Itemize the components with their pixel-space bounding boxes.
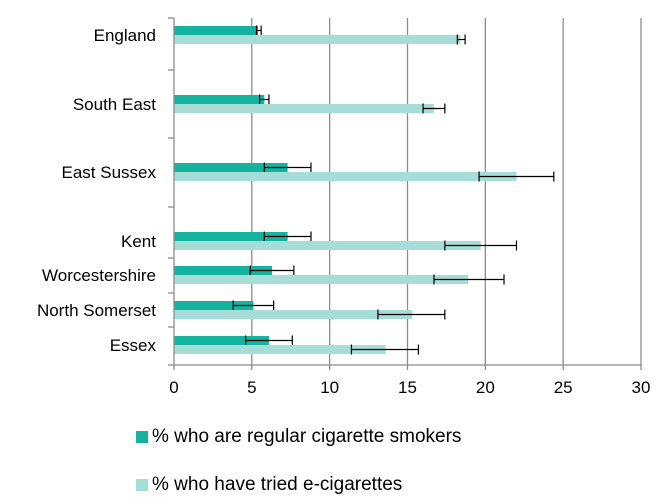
x-tick-label-25: 25: [554, 378, 573, 397]
bar-smokers-4: [174, 266, 273, 275]
bar-smokers-0: [174, 26, 259, 35]
x-tick-label-20: 20: [476, 378, 495, 397]
legend-swatch-smokers: [136, 431, 148, 443]
x-tick-label-15: 15: [398, 378, 417, 397]
category-label-6: Essex: [110, 336, 157, 355]
category-label-2: East Sussex: [62, 163, 157, 182]
bar-smokers-1: [174, 95, 265, 104]
bar-ecig-4: [174, 275, 469, 284]
x-tick-label-0: 0: [169, 378, 178, 397]
bar-smokers-5: [174, 301, 254, 310]
x-tick-label-10: 10: [320, 378, 339, 397]
bar-ecig-5: [174, 310, 413, 319]
bar-smokers-2: [174, 163, 288, 172]
bar-ecig-2: [174, 172, 517, 181]
category-label-5: North Somerset: [37, 301, 156, 320]
x-tick-label-5: 5: [247, 378, 256, 397]
legend-label-ecig: % who have tried e-cigarettes: [152, 474, 403, 495]
category-label-1: South East: [73, 95, 156, 114]
legend-item-smokers: % who are regular cigarette smokers: [136, 426, 461, 448]
bar-smokers-3: [174, 232, 288, 241]
category-label-3: Kent: [121, 232, 156, 251]
bar-smokers-6: [174, 336, 269, 345]
legend-item-ecig: % who have tried e-cigarettes: [136, 474, 402, 496]
bar-ecig-3: [174, 241, 481, 250]
legend-label-smokers: % who are regular cigarette smokers: [152, 426, 462, 447]
x-tick-label-30: 30: [632, 378, 651, 397]
chart: England South East East Sussex Kent Worceste…: [37, 17, 651, 397]
bar-ecig-0: [174, 35, 461, 44]
bar-ecig-1: [174, 104, 434, 113]
bar-ecig-6: [174, 345, 386, 354]
category-label-0: England: [94, 26, 156, 45]
legend-swatch-ecig: [136, 479, 148, 491]
category-label-4: Worcestershire: [42, 266, 156, 285]
